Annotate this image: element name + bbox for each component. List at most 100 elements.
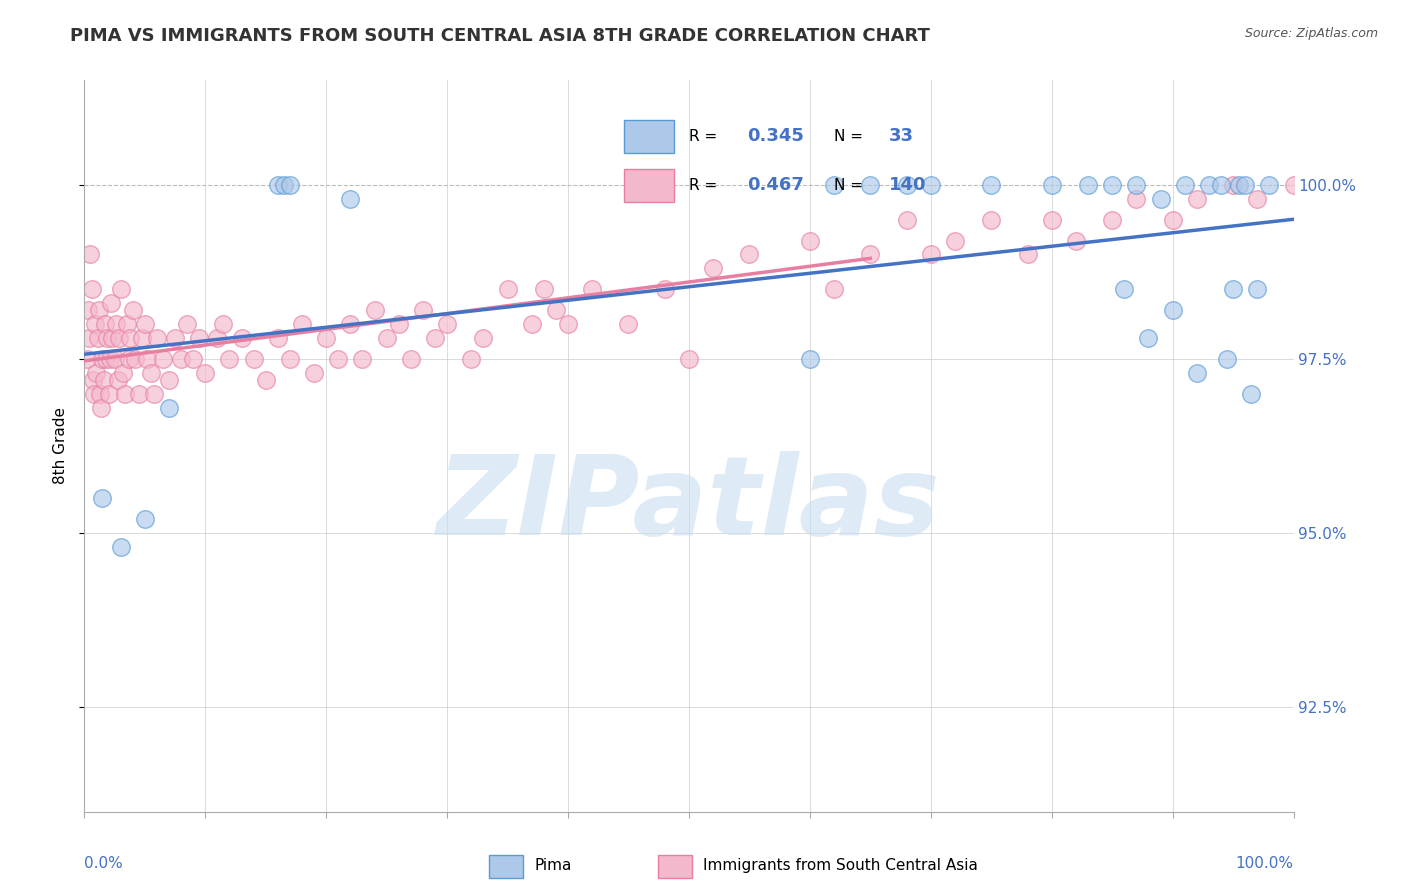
Point xyxy=(110,540,132,554)
Point xyxy=(77,331,100,345)
Point xyxy=(146,331,169,345)
Point xyxy=(472,331,495,345)
Point xyxy=(80,282,103,296)
Point xyxy=(1246,192,1268,206)
Point xyxy=(188,331,211,345)
Point xyxy=(1209,178,1232,192)
Point xyxy=(859,178,882,192)
Point xyxy=(363,303,385,318)
Text: 100.0%: 100.0% xyxy=(1236,855,1294,871)
Point xyxy=(1077,178,1099,192)
Point xyxy=(120,331,142,345)
Point xyxy=(315,331,337,345)
Point xyxy=(291,317,314,331)
Point xyxy=(96,331,118,345)
Point xyxy=(1101,212,1123,227)
Point xyxy=(121,303,143,318)
Point xyxy=(581,282,603,296)
Text: PIMA VS IMMIGRANTS FROM SOUTH CENTRAL ASIA 8TH GRADE CORRELATION CHART: PIMA VS IMMIGRANTS FROM SOUTH CENTRAL AS… xyxy=(70,27,931,45)
Point xyxy=(86,366,108,380)
Point xyxy=(557,317,579,331)
Point xyxy=(128,386,150,401)
Point xyxy=(799,351,821,366)
Point xyxy=(84,317,107,331)
Point xyxy=(143,386,166,401)
Point xyxy=(134,512,156,526)
Point xyxy=(1222,282,1244,296)
Point xyxy=(212,317,235,331)
Point xyxy=(412,303,434,318)
Point xyxy=(134,317,156,331)
Bar xyxy=(489,855,523,878)
Point xyxy=(1149,192,1171,206)
Point xyxy=(254,373,277,387)
Point xyxy=(1161,212,1184,227)
Point xyxy=(218,351,240,366)
Point xyxy=(91,351,114,366)
Point xyxy=(107,373,129,387)
Point xyxy=(339,192,361,206)
Point xyxy=(520,317,543,331)
Y-axis label: 8th Grade: 8th Grade xyxy=(52,408,67,484)
Point xyxy=(152,351,174,366)
Point xyxy=(90,401,112,415)
Point xyxy=(104,317,127,331)
Point xyxy=(170,351,193,366)
Point xyxy=(1216,351,1239,366)
Point xyxy=(1017,247,1039,261)
Point xyxy=(920,247,942,261)
Point xyxy=(1137,331,1160,345)
Point xyxy=(544,303,567,318)
Text: Source: ZipAtlas.com: Source: ZipAtlas.com xyxy=(1244,27,1378,40)
Point xyxy=(1161,303,1184,318)
Point xyxy=(678,351,700,366)
Point xyxy=(131,331,153,345)
Point xyxy=(98,351,121,366)
Point xyxy=(1240,386,1263,401)
Text: Immigrants from South Central Asia: Immigrants from South Central Asia xyxy=(703,858,979,872)
Point xyxy=(1125,178,1147,192)
Point xyxy=(136,351,159,366)
Point xyxy=(157,401,180,415)
Point xyxy=(496,282,519,296)
Point xyxy=(112,366,135,380)
Text: ZIPatlas: ZIPatlas xyxy=(437,451,941,558)
Point xyxy=(165,331,187,345)
Point xyxy=(980,212,1002,227)
Point xyxy=(79,247,101,261)
Point xyxy=(267,178,290,192)
Point xyxy=(1222,178,1244,192)
Point xyxy=(157,373,180,387)
Point xyxy=(1198,178,1220,192)
Point xyxy=(176,317,198,331)
Point xyxy=(207,331,229,345)
Point xyxy=(943,234,966,248)
Point xyxy=(1282,178,1305,192)
Point xyxy=(273,178,295,192)
Point xyxy=(328,351,350,366)
Point xyxy=(859,247,882,261)
Point xyxy=(94,351,117,366)
Point xyxy=(823,178,845,192)
Point xyxy=(89,386,111,401)
Point xyxy=(1185,192,1208,206)
Point xyxy=(194,366,217,380)
Point xyxy=(352,351,374,366)
Point xyxy=(654,282,676,296)
Point xyxy=(399,351,422,366)
Point xyxy=(76,351,98,366)
Point xyxy=(460,351,482,366)
Point xyxy=(94,317,117,331)
Point xyxy=(1258,178,1281,192)
Point xyxy=(423,331,446,345)
Point xyxy=(1101,178,1123,192)
Point xyxy=(278,351,301,366)
Point xyxy=(139,366,162,380)
Point xyxy=(738,247,761,261)
Point xyxy=(87,303,110,318)
Point xyxy=(91,491,114,506)
Point xyxy=(101,331,124,345)
Point xyxy=(896,212,918,227)
Point xyxy=(920,178,942,192)
Point xyxy=(375,331,398,345)
